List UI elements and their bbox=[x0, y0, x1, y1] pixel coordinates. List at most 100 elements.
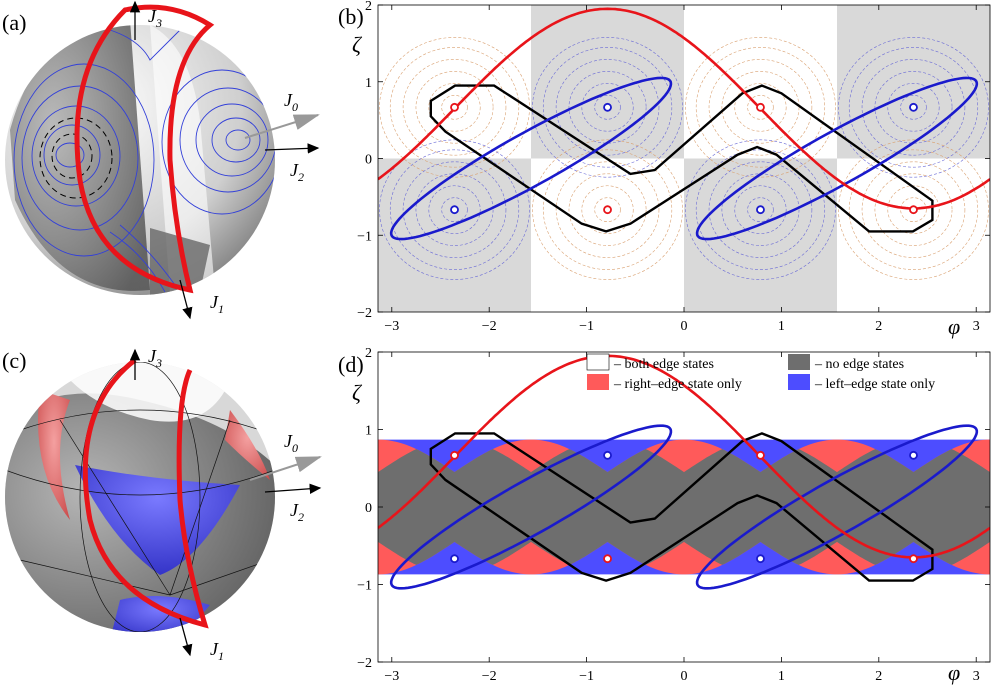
panel-b-red-point bbox=[603, 205, 612, 215]
panel-b-contour bbox=[532, 37, 683, 178]
panel-d-xtick-label: 0 bbox=[681, 669, 688, 684]
panel-b-ytick-label: −1 bbox=[357, 229, 372, 244]
legend-both: – both edge states bbox=[613, 357, 714, 372]
panel-d-plot: −3 −2 −1 0 1 2 3 −2 −1 0 1 2 bbox=[357, 346, 991, 684]
axis-c-j0-label: J bbox=[284, 431, 293, 451]
panel-b-contour bbox=[428, 185, 481, 234]
panel-b-blue-point bbox=[603, 102, 612, 112]
panel-b-xtick-label: −1 bbox=[579, 319, 594, 334]
panel-d-fixed-points bbox=[450, 450, 918, 564]
panel-b-contour bbox=[389, 149, 520, 270]
panel-b-contour bbox=[594, 197, 621, 222]
panel-d-blue-point bbox=[450, 554, 459, 564]
panel-b-contour bbox=[747, 197, 774, 222]
svg-text:J2: J2 bbox=[290, 500, 304, 524]
panel-b-contour bbox=[532, 139, 683, 280]
panel-b-xtick-label: 2 bbox=[875, 319, 882, 334]
panel-b-contour bbox=[542, 149, 673, 270]
panel-d-ytick-label: −1 bbox=[357, 579, 372, 594]
panel-b-ytick-label: 2 bbox=[365, 0, 372, 14]
panel-b-contour bbox=[542, 47, 673, 168]
panel-b-contour bbox=[848, 149, 979, 270]
panel-b-contour bbox=[874, 173, 953, 246]
panel-b-contour bbox=[402, 161, 507, 258]
legend-swatch-none bbox=[788, 354, 810, 370]
panel-b-contour bbox=[900, 95, 927, 120]
panel-b-contour bbox=[734, 185, 787, 234]
axis-j2-label: J bbox=[290, 160, 299, 180]
svg-text:J3: J3 bbox=[148, 6, 162, 30]
panel-b-contour bbox=[747, 95, 774, 120]
panel-b-contour bbox=[415, 71, 494, 144]
axis-j3-label: J bbox=[148, 6, 157, 26]
sphere-a-dark-bottom bbox=[150, 228, 210, 295]
panel-b-xtick-label: 0 bbox=[681, 319, 688, 334]
panel-b-contour bbox=[594, 95, 621, 120]
panel-d-xtick-label: −3 bbox=[384, 669, 399, 684]
panel-b-contour bbox=[555, 161, 660, 258]
sphere-c-grid bbox=[5, 362, 275, 632]
panel-b-xtick-label: 3 bbox=[973, 319, 980, 334]
legend-swatch-right bbox=[587, 374, 609, 390]
panel-b-contour bbox=[441, 197, 468, 222]
panel-d-ytick-label: −2 bbox=[357, 656, 372, 671]
panel-b-red-point bbox=[909, 205, 918, 215]
legend-swatch-both bbox=[586, 353, 610, 371]
panel-b-ticks: −3 −2 −1 0 1 2 3 −2 −1 0 1 2 bbox=[357, 0, 990, 334]
panel-b-label: (b) bbox=[338, 4, 364, 29]
panel-b-contour bbox=[581, 83, 634, 132]
panel-b-contour bbox=[695, 149, 826, 270]
panel-b-contour bbox=[848, 47, 979, 168]
panel-b-ytick-label: −2 bbox=[357, 306, 372, 321]
panel-b-contour bbox=[734, 83, 787, 132]
panel-b-xtick-label: 1 bbox=[778, 319, 785, 334]
axis-c-j3-label: J bbox=[148, 346, 157, 366]
panel-b-xlabel: φ bbox=[948, 314, 960, 339]
panel-b-contour bbox=[900, 197, 927, 222]
axis-c-j0-arrow bbox=[249, 456, 322, 481]
panel-b-contour bbox=[861, 59, 966, 156]
panel-b-contour bbox=[861, 161, 966, 258]
panel-b-contour bbox=[568, 173, 647, 246]
sphere-c-red-curve bbox=[82, 358, 209, 629]
panel-b-shaded-cell bbox=[684, 158, 837, 312]
panel-d-red-curve bbox=[378, 354, 990, 559]
panel-b-shaded-cell bbox=[378, 158, 532, 312]
axis-c-j2-arrow bbox=[264, 483, 322, 494]
panel-b-red-curve bbox=[378, 7, 990, 210]
panel-d-blue-point bbox=[603, 450, 612, 460]
panel-d-xtick-label: 2 bbox=[875, 669, 882, 684]
svg-text:J0: J0 bbox=[284, 431, 298, 455]
legend-left: – left–edge state only bbox=[814, 377, 935, 392]
sphere-a-black-contours bbox=[39, 117, 113, 199]
panel-b-contour bbox=[568, 71, 647, 144]
axis-j1-arrow bbox=[179, 279, 193, 320]
panel-d-xtick-label: −1 bbox=[579, 669, 594, 684]
panel-d-xtick-label: 3 bbox=[973, 669, 980, 684]
panel-b-plot: −3 −2 −1 0 1 2 3 −2 −1 0 1 2 bbox=[357, 0, 991, 334]
panel-a-sphere bbox=[5, 0, 320, 320]
panel-b-contour bbox=[708, 59, 813, 156]
panel-b-contour bbox=[708, 161, 813, 258]
panel-b-red-point bbox=[756, 102, 765, 112]
panel-b-shaded-cell bbox=[531, 5, 684, 159]
legend-swatch-left bbox=[788, 374, 810, 390]
panel-b-red-point bbox=[450, 102, 459, 112]
panel-b-contours bbox=[379, 37, 989, 280]
panel-b-contour bbox=[389, 47, 520, 168]
svg-text:J3: J3 bbox=[148, 346, 162, 370]
axis-c-j2-label: J bbox=[290, 500, 299, 520]
panel-c-sphere bbox=[5, 348, 322, 657]
panel-b-contour bbox=[428, 83, 481, 132]
panel-d-blue-point bbox=[909, 450, 918, 460]
panel-a-label: (a) bbox=[2, 10, 26, 35]
panel-b-contour bbox=[581, 185, 634, 234]
panel-b-fixed-points bbox=[450, 102, 918, 215]
panel-d-xtick-label: −2 bbox=[482, 669, 497, 684]
panel-b-contour bbox=[402, 59, 507, 156]
panel-d-blue-curve-left bbox=[389, 424, 673, 590]
legend-right: – right–edge state only bbox=[613, 377, 742, 392]
panel-d-label: (d) bbox=[338, 352, 364, 377]
panel-b-ytick-label: 1 bbox=[365, 76, 372, 91]
svg-text:J0: J0 bbox=[284, 90, 298, 114]
